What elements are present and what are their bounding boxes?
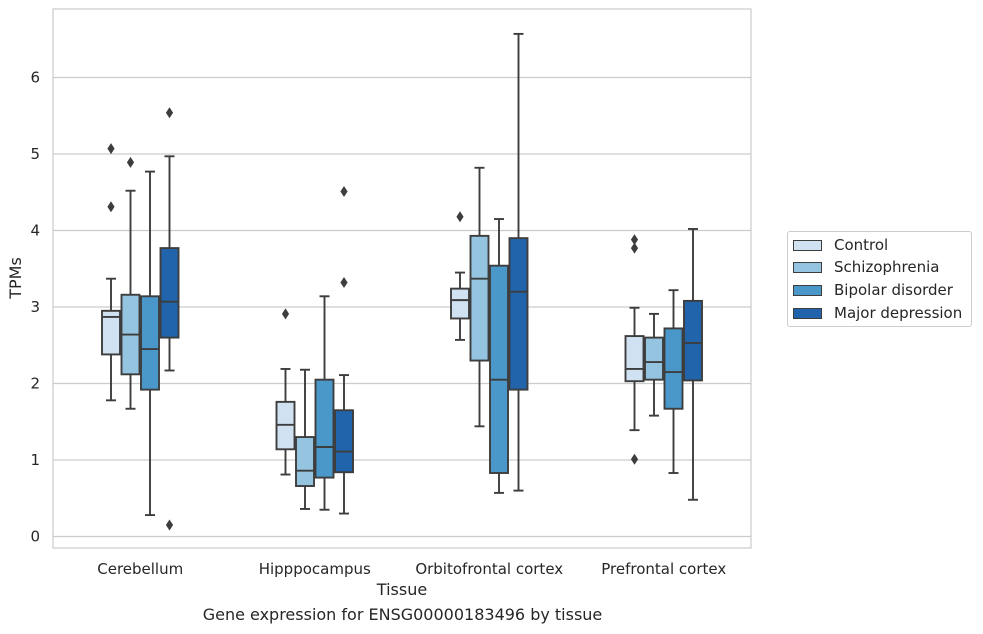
- outlier-point: [281, 308, 290, 320]
- y-axis-label: TPMs: [6, 257, 25, 300]
- outlier-point: [165, 107, 174, 119]
- legend-item-control: Control: [793, 234, 888, 256]
- box-prefrontal-cortex-control: [624, 234, 645, 465]
- box-hipppocampus-schizophrenia: [295, 368, 315, 510]
- outlier-point: [630, 234, 639, 246]
- y-tick-labels: 0 1 2 3 4 5 6: [30, 69, 40, 546]
- box-iqr: [624, 335, 645, 383]
- outlier-point: [107, 201, 115, 213]
- box-prefrontal-cortex-schizophrenia: [644, 312, 664, 417]
- box-orbitofrontal-cortex-control: [450, 211, 470, 341]
- box-hipppocampus-major-depression: [334, 185, 354, 515]
- legend-swatch-bipolar-disorder: [793, 284, 822, 296]
- y-tick-label-3: 3: [30, 298, 40, 316]
- box-iqr: [489, 264, 509, 474]
- box-iqr: [101, 309, 121, 356]
- x-tick-label-hipppocampus: Hipppocampus: [259, 560, 371, 578]
- y-tick-label-6: 6: [30, 69, 40, 87]
- outlier-point: [340, 185, 348, 197]
- box-iqr: [508, 237, 529, 391]
- x-axis-label: Tissue: [376, 580, 427, 599]
- box-cerebellum-schizophrenia: [120, 156, 141, 410]
- legend-swatch-control: [793, 239, 822, 251]
- box-orbitofrontal-cortex-bipolar-disorder: [489, 218, 509, 494]
- y-tick-label-1: 1: [30, 451, 40, 469]
- legend-item-schizophrenia: Schizophrenia: [793, 256, 939, 278]
- box-hipppocampus-bipolar-disorder: [314, 295, 335, 511]
- box-iqr: [683, 299, 703, 382]
- box-cerebellum-control: [101, 143, 121, 402]
- box-iqr: [450, 287, 470, 320]
- box-iqr: [314, 378, 335, 479]
- legend-label-control: Control: [834, 236, 889, 254]
- box-iqr: [159, 247, 180, 339]
- box-prefrontal-cortex-bipolar-disorder: [663, 289, 684, 474]
- legend-item-major-depression: Major depression: [793, 302, 962, 324]
- box-prefrontal-cortex-major-depression: [683, 228, 703, 501]
- box-iqr: [295, 436, 315, 487]
- x-tick-labels: Cerebellum Hipppocampus Orbitofrontal cort…: [97, 560, 726, 578]
- box-iqr: [334, 409, 354, 474]
- legend-item-bipolar-disorder: Bipolar disorder: [793, 279, 953, 301]
- box-orbitofrontal-cortex-schizophrenia: [469, 166, 490, 428]
- box-orbitofrontal-cortex-major-depression: [508, 32, 529, 492]
- outlier-point: [340, 277, 348, 289]
- outlier-point: [456, 211, 464, 223]
- y-tick-label-2: 2: [30, 375, 40, 393]
- x-tick-label-orbitofrontal-cortex: Orbitofrontal cortex: [415, 560, 563, 578]
- outlier-point: [107, 143, 115, 155]
- y-tick-label-4: 4: [30, 222, 40, 240]
- outlier-point: [126, 156, 135, 168]
- box-iqr: [644, 336, 664, 381]
- outlier-point: [630, 242, 639, 254]
- y-tick-label-5: 5: [30, 145, 40, 163]
- legend-swatch-major-depression: [793, 307, 822, 319]
- box-cerebellum-major-depression: [159, 107, 180, 531]
- legend-swatch-schizophrenia: [793, 261, 822, 273]
- boxes: [101, 32, 703, 531]
- legend: Control Schizophrenia Bipolar disorder M…: [787, 231, 972, 327]
- figure-caption: Gene expression for ENSG00000183496 by t…: [202, 605, 603, 624]
- outlier-point: [630, 453, 639, 465]
- legend-label-bipolar-disorder: Bipolar disorder: [834, 281, 953, 299]
- box-cerebellum-bipolar-disorder: [140, 170, 160, 517]
- box-iqr: [469, 234, 490, 362]
- box-iqr: [140, 295, 160, 391]
- x-tick-label-cerebellum: Cerebellum: [97, 560, 183, 578]
- legend-label-major-depression: Major depression: [834, 304, 963, 322]
- box-iqr: [663, 327, 684, 410]
- outlier-point: [165, 519, 174, 531]
- legend-label-schizophrenia: Schizophrenia: [834, 258, 940, 276]
- x-tick-label-prefrontal-cortex: Prefrontal cortex: [601, 560, 726, 578]
- plot-frame: [52, 8, 752, 549]
- box-hipppocampus-control: [275, 308, 296, 476]
- y-tick-label-0: 0: [30, 528, 40, 546]
